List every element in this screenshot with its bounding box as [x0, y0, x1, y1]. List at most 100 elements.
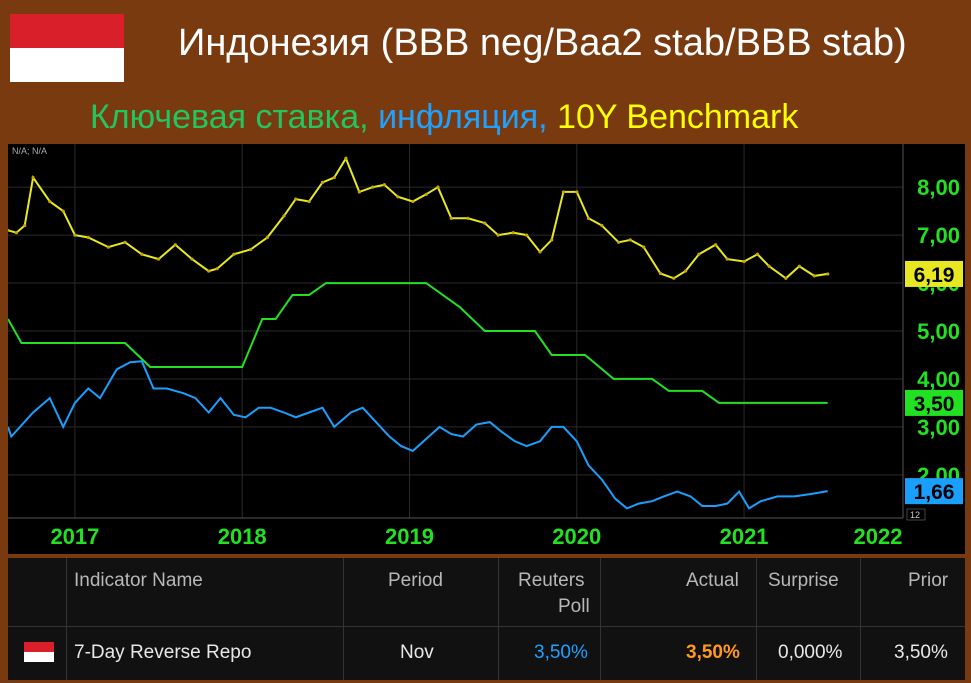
series-point: [683, 269, 688, 273]
x-tick-label: 2017: [50, 524, 99, 549]
corner-label: N/A; N/A: [12, 146, 47, 156]
header-indicator-name: Indicator Name: [74, 570, 203, 591]
series-point: [123, 240, 127, 244]
series-point: [14, 231, 18, 235]
x-tick-label: 2019: [385, 524, 434, 549]
x-tick-label: 2018: [218, 524, 267, 549]
series-point: [524, 233, 529, 237]
row-surprise: 0,000%: [778, 642, 843, 663]
series-point: [31, 175, 35, 180]
x-tick-label: 2022: [854, 524, 903, 549]
x-tick-label: 2020: [552, 524, 601, 549]
series-point: [586, 216, 591, 220]
indonesia-flag-icon: [10, 14, 124, 82]
series-point: [449, 216, 453, 220]
series-point: [140, 252, 144, 256]
series-point: [812, 274, 816, 278]
series-point: [672, 276, 676, 280]
series-point: [538, 250, 542, 254]
series-point: [371, 185, 375, 189]
series-point: [23, 223, 27, 228]
header-period: Period: [388, 570, 443, 591]
series-point: [173, 243, 177, 247]
series-point: [86, 235, 90, 240]
series-point: [742, 259, 746, 264]
series-point: [628, 238, 632, 242]
series-point: [600, 223, 604, 228]
series-point: [8, 228, 10, 232]
series-point: [332, 175, 336, 180]
series-line-2: [8, 360, 828, 510]
series-point: [755, 252, 760, 256]
header-actual: Actual: [686, 570, 739, 591]
y-tick-label: 7,00: [917, 223, 960, 248]
series-point: [265, 235, 269, 240]
small-label: 12: [910, 510, 920, 520]
series-point: [725, 257, 729, 261]
header: Индонезия (BBB neg/Baa2 stab/BBB stab): [0, 0, 971, 88]
last-value-label: 6,19: [914, 264, 955, 287]
series-point: [767, 264, 771, 268]
series-point: [826, 272, 830, 276]
chart-subtitle: Ключевая ставка, инфляция, 10Y Benchmark: [90, 98, 798, 137]
series-point: [575, 190, 579, 194]
line-chart: N/A; N/A2,003,004,005,006,007,008,002017…: [8, 144, 963, 549]
series-point: [617, 240, 621, 244]
indicator-table: Indicator Name Period Reuters Poll Actua…: [8, 558, 965, 680]
series-point: [466, 216, 470, 220]
row-flag-icon: [24, 642, 54, 662]
row-reuters-poll: 3,50%: [534, 642, 588, 663]
series-point: [190, 257, 194, 261]
series-point: [714, 243, 718, 247]
series-point: [307, 199, 311, 204]
series-line-0: [8, 156, 828, 280]
series-point: [511, 231, 515, 235]
series-point: [411, 199, 415, 204]
subtitle-inflation: инфляция,: [378, 98, 558, 136]
series-point: [344, 156, 348, 160]
subtitle-key-rate: Ключевая ставка,: [90, 98, 379, 136]
series-point: [642, 245, 646, 249]
x-tick-label: 2021: [720, 524, 769, 549]
series-point: [106, 245, 110, 249]
series-point: [658, 271, 663, 276]
series-point: [496, 233, 500, 237]
series-point: [207, 269, 211, 273]
series-point: [215, 267, 219, 271]
header-reuters-poll-line2: Poll: [558, 596, 590, 617]
series-point: [357, 190, 361, 194]
series-point: [483, 221, 487, 225]
chart-background: [8, 144, 965, 554]
row-indicator-name[interactable]: 7-Day Reverse Repo: [74, 642, 252, 663]
last-value-label: 1,66: [914, 481, 955, 504]
series-point: [320, 180, 325, 184]
series-line-1: [8, 282, 828, 404]
y-tick-label: 8,00: [917, 175, 960, 200]
series-point: [550, 238, 554, 242]
subtitle-benchmark: 10Y Benchmark: [557, 98, 799, 136]
series-point: [797, 264, 801, 268]
y-tick-label: 5,00: [917, 319, 960, 344]
series-point: [561, 190, 566, 194]
series-point: [424, 192, 428, 196]
y-tick-label: 4,00: [917, 367, 960, 392]
row-prior: 3,50%: [894, 642, 948, 663]
series-point: [232, 252, 236, 256]
series-point: [156, 257, 161, 261]
last-value-label: 3,50: [914, 393, 955, 416]
series-point: [784, 276, 788, 280]
small-tag: [906, 508, 926, 521]
series-point: [436, 185, 440, 189]
header-reuters-poll-line1: Reuters: [518, 570, 585, 591]
series-point: [697, 252, 701, 256]
series-point: [396, 195, 400, 199]
row-actual: 3,50%: [686, 642, 740, 663]
series-point: [248, 247, 253, 252]
series-point: [294, 197, 298, 201]
series-point: [48, 199, 52, 204]
series-point: [382, 183, 387, 187]
header-prior: Prior: [908, 570, 949, 591]
page-title: Индонезия (BBB neg/Baa2 stab/BBB stab): [178, 22, 907, 64]
last-value-badge: [905, 389, 963, 416]
series-point: [73, 233, 77, 237]
